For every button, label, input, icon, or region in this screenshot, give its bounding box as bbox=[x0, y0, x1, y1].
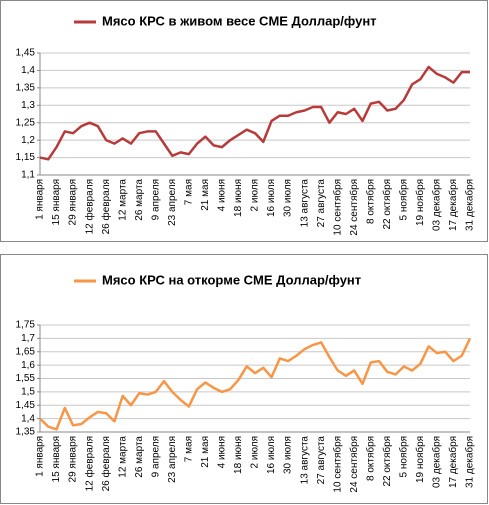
x-tick-label: 30 июля bbox=[283, 436, 294, 474]
y-tick-label: 1,25 bbox=[16, 117, 36, 128]
x-tick-label: 12 марта bbox=[117, 179, 128, 221]
y-tick-label: 1,1 bbox=[21, 170, 35, 181]
x-tick-label: 4 июня bbox=[217, 179, 228, 211]
x-tick-label: 03 декабря bbox=[431, 436, 443, 488]
x-tick-label: 21 мая bbox=[200, 436, 211, 468]
y-tick-label: 1,7 bbox=[21, 333, 35, 344]
y-tick-label: 1,5 bbox=[21, 387, 35, 398]
y-tick-label: 1,2 bbox=[21, 135, 35, 146]
y-tick-label: 1,45 bbox=[16, 400, 36, 411]
x-tick-label: 8 октября bbox=[364, 436, 376, 481]
y-tick-label: 1,6 bbox=[21, 360, 35, 371]
x-tick-label: 29 января bbox=[68, 436, 79, 482]
x-tick-label: 15 января bbox=[51, 179, 62, 225]
x-tick-label: 22 октября bbox=[381, 179, 393, 230]
x-tick-label: 18 июня bbox=[233, 436, 244, 474]
x-tick-label: 19 ноября bbox=[414, 179, 426, 226]
x-tick-label: 16 июля bbox=[266, 436, 277, 474]
legend-label: Мясо КРС в живом весе CME Доллар/фунт bbox=[102, 13, 377, 28]
y-tick-label: 1,4 bbox=[21, 413, 35, 424]
x-tick-label: 29 января bbox=[68, 179, 79, 225]
series-line bbox=[39, 337, 472, 431]
x-tick-label: 27 августа bbox=[316, 436, 327, 485]
x-tick-label: 18 июня bbox=[233, 179, 244, 217]
x-tick-label: 24 сентября bbox=[348, 179, 360, 236]
x-tick-label: 26 февраля bbox=[100, 179, 112, 234]
y-tick-label: 1,55 bbox=[16, 373, 36, 384]
y-tick-label: 1,35 bbox=[16, 427, 36, 438]
y-tick-label: 1,4 bbox=[21, 65, 35, 76]
x-tick-label: 13 августа bbox=[299, 436, 310, 485]
x-tick-label: 10 сентября bbox=[331, 436, 343, 493]
x-tick-label: 15 января bbox=[51, 436, 62, 482]
x-tick-label: 27 августа bbox=[316, 179, 327, 228]
x-tick-label: 12 февраля bbox=[83, 436, 95, 491]
x-tick-label: 31 декабря bbox=[464, 436, 476, 488]
x-tick-label: 26 марта bbox=[134, 179, 145, 221]
x-tick-label: 10 сентября bbox=[331, 179, 343, 236]
x-tick-label: 26 марта bbox=[134, 436, 145, 478]
x-tick-label: 9 апреля bbox=[150, 436, 161, 477]
x-tick-label: 17 декабря bbox=[447, 179, 459, 231]
x-tick-label: 8 октября bbox=[364, 179, 376, 224]
y-tick-label: 1,45 bbox=[16, 48, 36, 59]
y-tick-label: 1,65 bbox=[16, 346, 36, 357]
x-tick-label: 31 декабря bbox=[464, 179, 476, 231]
x-tick-label: 1 января bbox=[35, 436, 46, 477]
x-tick-label: 22 октября bbox=[381, 436, 393, 487]
x-tick-label: 5 ноября bbox=[397, 436, 409, 477]
x-tick-label: 12 марта bbox=[117, 436, 128, 478]
x-tick-label: 03 декабря bbox=[431, 179, 443, 231]
x-tick-label: 9 апреля bbox=[150, 179, 161, 220]
series-line bbox=[39, 65, 470, 161]
x-tick-label: 17 декабря bbox=[447, 436, 459, 488]
x-tick-label: 30 июля bbox=[283, 179, 294, 217]
x-tick-label: 7 мая bbox=[183, 179, 194, 205]
y-tick-label: 1,75 bbox=[16, 320, 36, 331]
x-tick-label: 2 июля bbox=[250, 179, 261, 211]
x-tick-label: 13 августа bbox=[299, 179, 310, 228]
x-tick-label: 24 сентября bbox=[348, 436, 360, 493]
x-tick-label: 26 февраля bbox=[100, 436, 112, 491]
x-tick-label: 21 мая bbox=[200, 179, 211, 211]
y-tick-label: 1,35 bbox=[16, 82, 36, 93]
chart-frame bbox=[0, 0, 488, 242]
x-tick-label: 7 мая bbox=[183, 436, 194, 462]
x-tick-label: 1 января bbox=[35, 179, 46, 220]
legend-label: Мясо КРС на откорме CME Доллар/фунт bbox=[102, 272, 361, 287]
y-tick-label: 1,3 bbox=[21, 100, 35, 111]
y-tick-label: 1,15 bbox=[16, 152, 36, 163]
x-tick-label: 16 июля bbox=[266, 179, 277, 217]
x-tick-label: 2 июля bbox=[250, 436, 261, 468]
x-tick-label: 12 февраля bbox=[83, 179, 95, 234]
x-tick-label: 19 ноября bbox=[414, 436, 426, 483]
x-tick-label: 5 ноября bbox=[397, 179, 409, 220]
x-tick-label: 4 июня bbox=[217, 436, 228, 468]
x-tick-label: 23 апреля bbox=[167, 436, 178, 483]
x-tick-label: 23 апреля bbox=[167, 179, 178, 226]
